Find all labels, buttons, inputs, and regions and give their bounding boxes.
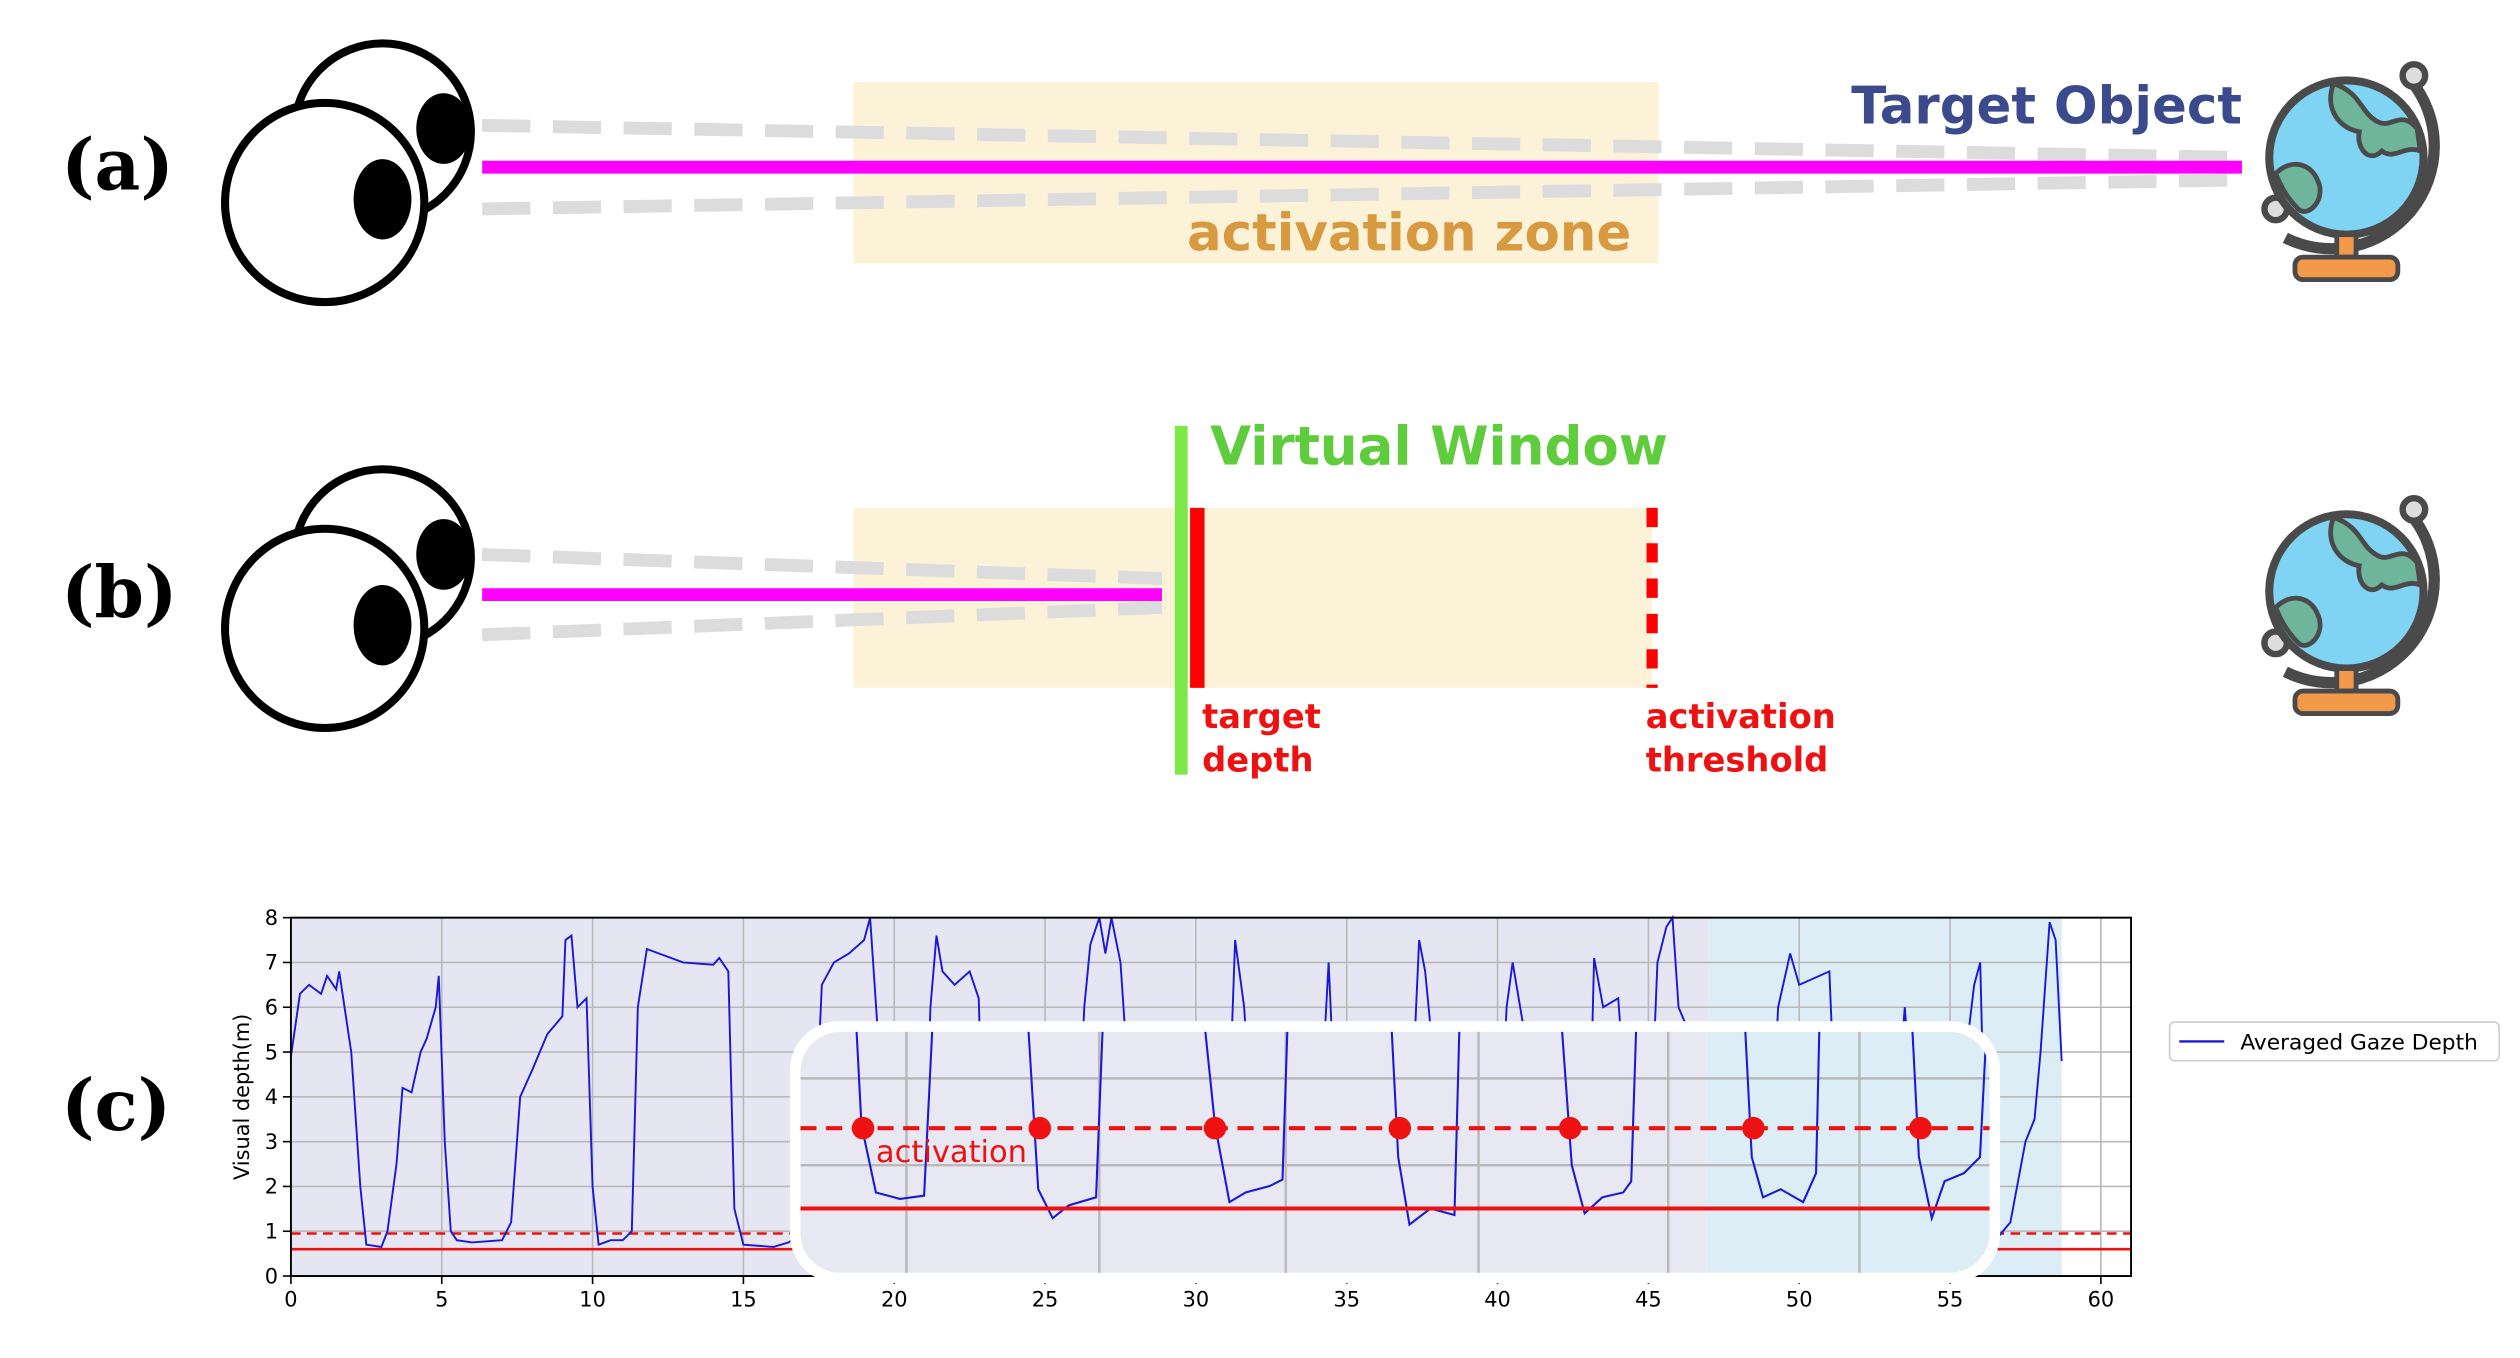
- y-tick-label: 8: [265, 906, 278, 930]
- panel-label: (c): [61, 1064, 171, 1147]
- y-tick-label: 1: [265, 1219, 278, 1243]
- y-tick-label: 0: [265, 1264, 278, 1288]
- globe: [2264, 498, 2434, 713]
- x-tick-label: 20: [881, 1288, 908, 1312]
- zone-label: activation zone: [1187, 204, 1631, 264]
- x-tick-label: 25: [1032, 1288, 1059, 1312]
- target-depth-label: target: [1202, 697, 1321, 736]
- y-tick-label: 5: [265, 1040, 278, 1064]
- y-tick-label: 3: [265, 1130, 278, 1154]
- y-axis-label: Visual depth(m): [230, 1014, 254, 1180]
- gaze-ray: [481, 548, 1163, 585]
- eyes: [225, 43, 471, 302]
- globe: [2264, 64, 2434, 279]
- legend-box: [2168, 1021, 2500, 1062]
- gaze-ray: [482, 173, 2243, 216]
- y-tick-label: 7: [265, 951, 278, 975]
- x-tick-label: 55: [1937, 1288, 1964, 1312]
- target-label: Target Object: [1851, 77, 2242, 137]
- x-tick-label: 35: [1333, 1288, 1360, 1312]
- gaze-ray: [482, 118, 2243, 164]
- window-label: Virtual Window: [1210, 415, 1668, 477]
- x-tick-label: 15: [730, 1288, 757, 1312]
- x-tick-label: 0: [284, 1288, 297, 1312]
- x-tick-label: 45: [1635, 1288, 1662, 1312]
- x-tick-label: 60: [2088, 1288, 2115, 1312]
- x-tick-label: 40: [1484, 1288, 1511, 1312]
- inset: activation: [789, 1021, 2001, 1284]
- gaze-ray: [481, 601, 1163, 642]
- panel-label: (b): [61, 551, 177, 634]
- y-tick-label: 4: [265, 1085, 278, 1109]
- y-tick-label: 2: [265, 1175, 278, 1199]
- eyes: [225, 469, 471, 728]
- panel-label: (a): [61, 124, 174, 207]
- threshold-label: activation: [1646, 697, 1836, 736]
- y-tick-label: 6: [265, 995, 278, 1019]
- target-depth-label: depth: [1202, 740, 1313, 779]
- inset-label: activation: [876, 1135, 1027, 1170]
- x-tick-label: 50: [1786, 1288, 1813, 1312]
- threshold-label: threshold: [1646, 740, 1829, 779]
- legend-label: Averaged Gaze Depth: [2240, 1030, 2478, 1055]
- x-tick-label: 10: [579, 1288, 606, 1312]
- x-tick-label: 5: [435, 1288, 448, 1312]
- x-tick-label: 30: [1183, 1288, 1210, 1312]
